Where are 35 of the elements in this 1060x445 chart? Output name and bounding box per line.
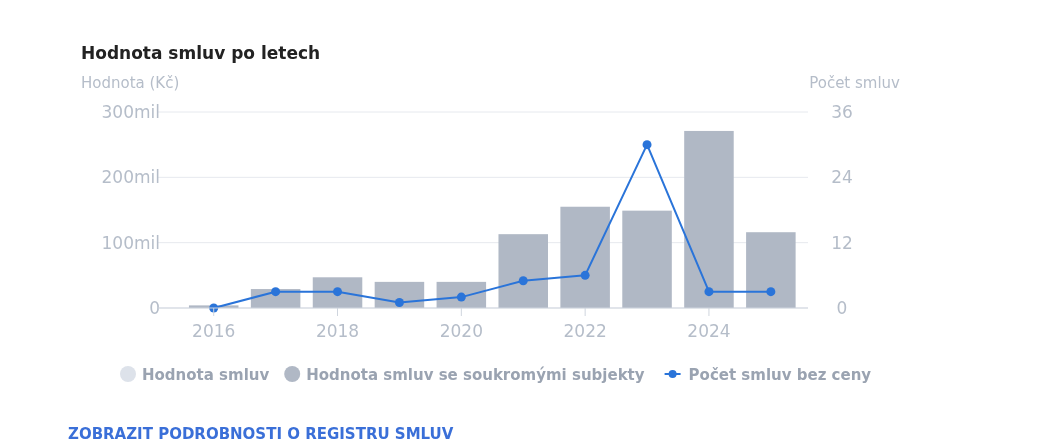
y-axis-title: Hodnota (Kč) xyxy=(81,74,180,92)
point xyxy=(518,276,528,286)
y-tick-label: 200mil xyxy=(101,167,160,188)
point xyxy=(333,287,343,297)
bar xyxy=(746,232,796,308)
x-tick-label: 2020 xyxy=(439,321,483,341)
legend-label: Hodnota smluv se soukromými subjekty xyxy=(306,366,645,384)
y-tick-label: 300mil xyxy=(101,102,160,122)
point xyxy=(580,270,590,280)
point xyxy=(766,287,776,297)
chart-title: Hodnota smluv po letech xyxy=(81,43,321,63)
x-tick-label: 2018 xyxy=(315,321,360,341)
y-tick-label: 100mil xyxy=(101,232,160,253)
point xyxy=(394,298,404,308)
y-tick-label: 0 xyxy=(149,298,160,318)
bar xyxy=(498,234,548,308)
point xyxy=(642,140,652,150)
bar xyxy=(622,210,672,308)
text: ZOBRAZIT PODROBNOSTI O REGISTRU SMLUV xyxy=(68,425,454,443)
y2-tick-label: 24 xyxy=(831,167,853,188)
point xyxy=(456,292,466,302)
x-tick-label: 2024 xyxy=(687,321,731,341)
x-tick-label: 2016 xyxy=(192,321,236,341)
bar xyxy=(560,206,610,308)
y2-tick-label: 12 xyxy=(831,232,853,253)
bar xyxy=(312,277,363,308)
legend-label: Hodnota smluv xyxy=(142,366,270,384)
y2-tick-label: 0 xyxy=(836,298,848,318)
y2-axis-title: Počet smluv xyxy=(809,74,901,92)
point xyxy=(271,287,281,297)
y2-tick-label: 36 xyxy=(831,102,853,122)
point xyxy=(704,287,714,297)
bar xyxy=(684,130,734,308)
x-tick-label: 2022 xyxy=(563,321,607,341)
legend-label: Počet smluv bez ceny xyxy=(688,366,872,384)
